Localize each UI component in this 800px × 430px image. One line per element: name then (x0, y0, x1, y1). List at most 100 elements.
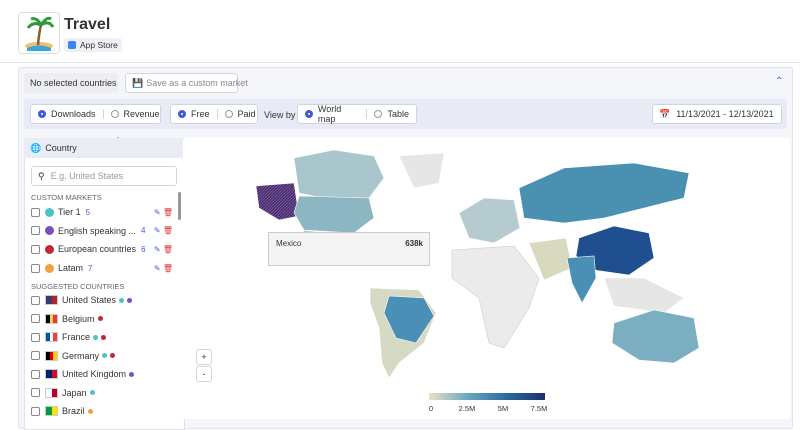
country[interactable] (611, 309, 700, 364)
map-area (184, 138, 790, 419)
delete-icon[interactable]: 🗑 (162, 263, 173, 273)
collapse-caret[interactable]: ⌃ (775, 76, 784, 87)
checkbox[interactable] (31, 263, 40, 273)
checkbox[interactable] (31, 388, 40, 397)
suggested-country[interactable]: United Kingdom (31, 367, 135, 381)
option-label: World map (317, 104, 342, 124)
checkbox[interactable] (31, 226, 40, 236)
custom-market[interactable]: Latam 7 ✎ 🗑 (31, 261, 177, 275)
suggested-country[interactable]: Japan (31, 386, 95, 400)
country-name: France (62, 332, 91, 342)
search-placeholder: E.g. United States (50, 171, 124, 181)
selection-button[interactable]: No selected countries (24, 73, 118, 93)
suggested-country[interactable]: France (31, 330, 107, 344)
country[interactable] (451, 245, 540, 349)
suggested-country[interactable]: Brazil (31, 404, 93, 418)
zoom-in[interactable]: + (196, 349, 212, 365)
flag (45, 313, 58, 324)
metric-group: Downloads Revenue (30, 104, 161, 124)
country-name: Brazil (62, 406, 85, 416)
market-name: Tier 1 (58, 207, 81, 217)
view-option[interactable]: World map (298, 104, 366, 124)
page: Travel App Store No selected countries 💾… (0, 12, 800, 430)
date-range: 11/13/2021 - 12/13/2021 (676, 109, 774, 119)
search-box[interactable]: ⚲ E.g. United States (31, 166, 177, 186)
divider (0, 62, 800, 63)
sidebar-header: 🌐 Country (24, 138, 183, 158)
country-name: United Kingdom (62, 369, 127, 379)
custom-market[interactable]: Tier 1 5 ✎ 🗑 (31, 205, 177, 219)
edit-icon[interactable]: ✎ (153, 207, 161, 217)
option-label: Revenue (123, 109, 160, 119)
edit-icon[interactable]: ✎ (153, 244, 161, 254)
market-dot (45, 263, 54, 273)
custom-market[interactable]: European countries 6 ✎ 🗑 (31, 242, 177, 256)
country[interactable] (293, 195, 375, 234)
country[interactable] (398, 152, 445, 189)
metric-option[interactable]: Downloads (31, 109, 103, 119)
checkbox[interactable] (31, 244, 40, 254)
country-name: Belgium (62, 313, 95, 324)
delete-icon[interactable]: 🗑 (162, 244, 173, 254)
scrollbar[interactable] (178, 192, 181, 220)
checkbox[interactable] (31, 207, 40, 217)
option-label: Table (387, 109, 409, 119)
country[interactable] (383, 295, 435, 344)
checkbox[interactable] (31, 406, 40, 416)
market-dot (101, 334, 107, 340)
header-label: Country (45, 143, 77, 153)
save-label: Save as a custom market (146, 78, 248, 88)
metric-option[interactable]: Revenue (102, 109, 167, 119)
flag (45, 332, 58, 342)
country[interactable] (255, 182, 300, 221)
option-label: Paid (237, 109, 256, 119)
section-title: SUGGESTED COUNTRIES (31, 282, 125, 291)
store-name: App Store (80, 40, 118, 50)
checkbox[interactable] (31, 314, 40, 323)
suggested-country[interactable]: United States (31, 293, 133, 307)
legend-gradient (429, 393, 545, 400)
market-dot (45, 207, 54, 217)
view-option[interactable]: Table (366, 109, 416, 119)
checkbox[interactable] (31, 351, 40, 360)
tooltip-value: 638k (405, 239, 423, 248)
tooltip: Mexico 638k (268, 232, 430, 266)
market-name: Latam (58, 263, 84, 274)
legend-label: 5M (497, 404, 509, 413)
delete-icon[interactable]: 🗑 (162, 226, 173, 236)
checkbox[interactable] (31, 369, 40, 379)
country[interactable] (566, 255, 597, 304)
edit-icon[interactable]: ✎ (153, 226, 161, 236)
icon-art (25, 16, 55, 51)
date-picker[interactable]: 📅 11/13/2021 - 12/13/2021 (652, 104, 782, 124)
market-name: European countries (58, 244, 137, 255)
price-option[interactable]: Paid (216, 109, 263, 119)
flag (45, 369, 58, 379)
view-by-label: View by (264, 110, 296, 120)
suggested-country[interactable]: Belgium (31, 312, 103, 326)
view-group: World map Table (297, 104, 417, 124)
edit-icon[interactable]: ✎ (153, 263, 161, 273)
delete-icon[interactable]: 🗑 (162, 207, 173, 217)
price-option[interactable]: Free (171, 109, 217, 119)
suggested-country[interactable]: Germany (31, 349, 116, 363)
legend-label: 0 (428, 404, 434, 413)
store-badge[interactable]: App Store (64, 38, 122, 52)
country[interactable] (518, 162, 690, 224)
country[interactable] (458, 197, 521, 244)
country-name: Japan (62, 387, 87, 398)
checkbox[interactable] (31, 332, 40, 342)
market-name: English speaking ... (58, 225, 137, 236)
zoom-out[interactable]: - (196, 366, 212, 382)
checkbox[interactable] (31, 295, 40, 305)
custom-market[interactable]: English speaking ... 4 ✎ 🗑 (31, 224, 177, 238)
market-dot (89, 390, 95, 395)
country[interactable] (603, 277, 685, 314)
market-count: 5 (85, 207, 91, 217)
legend-label: 2.5M (458, 404, 476, 413)
market-count: 6 (141, 244, 146, 254)
section-title: CUSTOM MARKETS (31, 193, 102, 202)
save-button[interactable]: 💾 Save as a custom market (125, 73, 248, 93)
country[interactable] (293, 149, 385, 201)
price-group: Free Paid (170, 104, 258, 124)
